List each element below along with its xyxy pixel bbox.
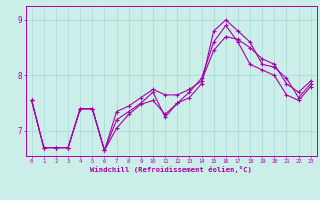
X-axis label: Windchill (Refroidissement éolien,°C): Windchill (Refroidissement éolien,°C) [90,166,252,173]
